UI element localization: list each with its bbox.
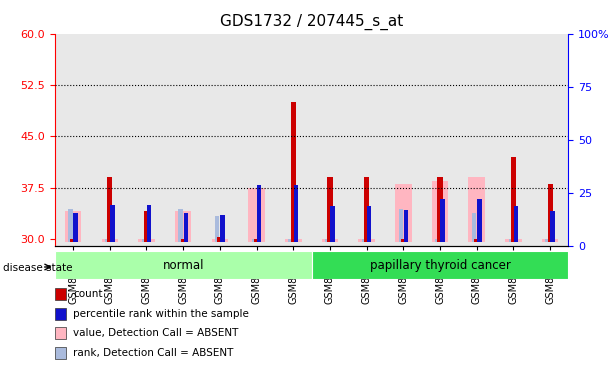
- Bar: [55, 34, 91, 246]
- Bar: [254, 239, 259, 242]
- Bar: [311, 251, 568, 279]
- Bar: [107, 177, 112, 242]
- Bar: [201, 34, 238, 246]
- Bar: [128, 34, 165, 246]
- Bar: [509, 239, 513, 242]
- Bar: [495, 34, 532, 246]
- Text: disease state: disease state: [3, 263, 72, 273]
- Bar: [288, 239, 293, 242]
- Bar: [147, 205, 151, 242]
- Bar: [178, 209, 183, 242]
- Bar: [217, 237, 223, 242]
- Bar: [367, 206, 371, 242]
- Bar: [401, 239, 406, 242]
- Bar: [74, 213, 78, 242]
- Bar: [550, 211, 555, 242]
- Text: rank, Detection Call = ABSENT: rank, Detection Call = ABSENT: [73, 348, 233, 358]
- Bar: [275, 34, 311, 246]
- Bar: [438, 177, 443, 242]
- Bar: [144, 211, 149, 242]
- Bar: [215, 216, 219, 242]
- Bar: [477, 199, 482, 242]
- Bar: [364, 177, 369, 242]
- Text: papillary thyroid cancer: papillary thyroid cancer: [370, 259, 511, 272]
- Bar: [257, 186, 261, 242]
- Bar: [474, 239, 479, 242]
- Text: value, Detection Call = ABSENT: value, Detection Call = ABSENT: [73, 328, 238, 338]
- Bar: [432, 181, 448, 242]
- Bar: [105, 239, 109, 242]
- Bar: [252, 239, 256, 242]
- Bar: [325, 239, 330, 242]
- Bar: [514, 206, 518, 242]
- Text: percentile rank within the sample: percentile rank within the sample: [73, 309, 249, 319]
- Bar: [71, 239, 75, 242]
- Bar: [181, 239, 185, 242]
- Bar: [532, 34, 568, 246]
- Bar: [65, 211, 81, 242]
- Bar: [505, 239, 522, 242]
- Bar: [165, 34, 201, 246]
- Title: GDS1732 / 207445_s_at: GDS1732 / 207445_s_at: [220, 13, 403, 30]
- Bar: [362, 239, 366, 242]
- Bar: [285, 239, 302, 242]
- Bar: [294, 186, 298, 242]
- Bar: [138, 239, 154, 242]
- Bar: [469, 177, 485, 242]
- Bar: [545, 239, 550, 242]
- Bar: [68, 209, 73, 242]
- Bar: [102, 239, 118, 242]
- Bar: [220, 215, 224, 242]
- Bar: [311, 34, 348, 246]
- Bar: [327, 177, 333, 242]
- Bar: [472, 213, 477, 242]
- Bar: [184, 213, 188, 242]
- Bar: [542, 239, 558, 242]
- Text: normal: normal: [162, 259, 204, 272]
- Bar: [395, 184, 412, 242]
- Bar: [322, 239, 338, 242]
- Bar: [404, 210, 408, 242]
- Bar: [330, 206, 335, 242]
- Bar: [435, 239, 440, 242]
- Bar: [291, 102, 296, 242]
- Bar: [142, 239, 146, 242]
- Bar: [385, 34, 422, 246]
- Bar: [440, 199, 445, 242]
- Bar: [175, 211, 192, 242]
- Bar: [548, 184, 553, 242]
- Text: count: count: [73, 290, 103, 299]
- Bar: [458, 34, 495, 246]
- Bar: [248, 188, 265, 242]
- Bar: [399, 209, 403, 242]
- Bar: [212, 239, 228, 242]
- Bar: [110, 205, 114, 242]
- Bar: [91, 34, 128, 246]
- Bar: [55, 251, 311, 279]
- Bar: [238, 34, 275, 246]
- Bar: [511, 157, 516, 242]
- Bar: [358, 239, 375, 242]
- Bar: [422, 34, 458, 246]
- Bar: [348, 34, 385, 246]
